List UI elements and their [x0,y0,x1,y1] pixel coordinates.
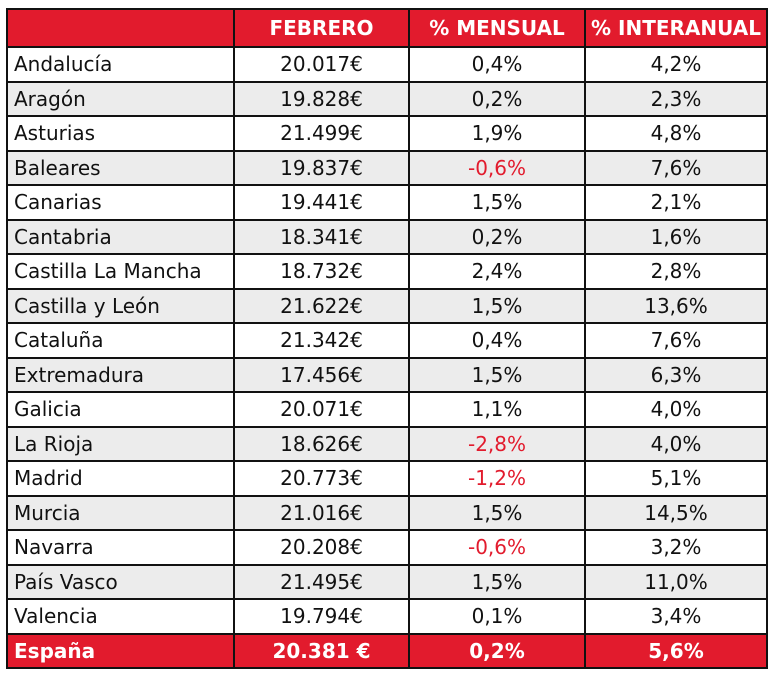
cell-mensual: 1,5% [408,184,586,221]
cell-interanual: 11,0% [584,563,768,600]
cell-interanual: 3,4% [584,598,768,635]
price-table-container: FEBRERO % MENSUAL % INTERANUAL Andalucía… [6,8,768,669]
cell-interanual: 4,0% [584,391,768,428]
cell-region: Extremadura [6,356,235,393]
cell-febrero: 19.794€ [233,598,410,635]
cell-mensual: 1,9% [408,115,586,152]
cell-interanual: 3,2% [584,529,768,566]
header-interanual: % INTERANUAL [584,8,768,48]
table-row: Castilla y León 21.622€ 1,5% 13,6% [6,287,768,324]
cell-mensual: -1,2% [408,460,586,497]
table-row: Baleares 19.837€ -0,6% 7,6% [6,149,768,186]
cell-interanual: 5,1% [584,460,768,497]
cell-interanual: 4,0% [584,425,768,462]
header-region [6,8,235,48]
table-header: FEBRERO % MENSUAL % INTERANUAL [6,8,768,48]
cell-mensual: 0,2% [408,218,586,255]
cell-mensual: 2,4% [408,253,586,290]
total-mensual: 0,2% [408,632,586,669]
cell-febrero: 18.732€ [233,253,410,290]
cell-interanual: 2,3% [584,80,768,117]
cell-febrero: 18.341€ [233,218,410,255]
table-row: Andalucía 20.017€ 0,4% 4,2% [6,46,768,83]
cell-interanual: 6,3% [584,356,768,393]
cell-region: Murcia [6,494,235,531]
cell-interanual: 1,6% [584,218,768,255]
cell-febrero: 21.499€ [233,115,410,152]
cell-mensual: 1,5% [408,563,586,600]
table-row: Murcia 21.016€ 1,5% 14,5% [6,494,768,531]
cell-febrero: 18.626€ [233,425,410,462]
table-body: Andalucía 20.017€ 0,4% 4,2% Aragón 19.828€ 0,2… [6,46,768,669]
cell-region: Aragón [6,80,235,117]
total-interanual: 5,6% [584,632,768,669]
cell-febrero: 21.342€ [233,322,410,359]
total-region: España [6,632,235,669]
cell-region: Valencia [6,598,235,635]
cell-region: Galicia [6,391,235,428]
table-row: Extremadura 17.456€ 1,5% 6,3% [6,356,768,393]
cell-mensual: 1,5% [408,356,586,393]
cell-mensual: 1,5% [408,287,586,324]
table-row: Galicia 20.071€ 1,1% 4,0% [6,391,768,428]
cell-febrero: 19.828€ [233,80,410,117]
table-row: Castilla La Mancha 18.732€ 2,4% 2,8% [6,253,768,290]
cell-interanual: 7,6% [584,149,768,186]
cell-region: Navarra [6,529,235,566]
cell-interanual: 2,8% [584,253,768,290]
header-row: FEBRERO % MENSUAL % INTERANUAL [6,8,768,48]
cell-region: La Rioja [6,425,235,462]
cell-mensual: 0,1% [408,598,586,635]
cell-febrero: 19.837€ [233,149,410,186]
cell-region: Cataluña [6,322,235,359]
cell-mensual: 0,4% [408,46,586,83]
cell-interanual: 14,5% [584,494,768,531]
cell-mensual: -2,8% [408,425,586,462]
cell-region: Baleares [6,149,235,186]
cell-region: País Vasco [6,563,235,600]
cell-febrero: 17.456€ [233,356,410,393]
cell-interanual: 4,8% [584,115,768,152]
table-row: Asturias 21.499€ 1,9% 4,8% [6,115,768,152]
table-row: Navarra 20.208€ -0,6% 3,2% [6,529,768,566]
cell-mensual: -0,6% [408,529,586,566]
cell-region: Madrid [6,460,235,497]
table-row: Cantabria 18.341€ 0,2% 1,6% [6,218,768,255]
price-table: FEBRERO % MENSUAL % INTERANUAL Andalucía… [6,8,768,669]
header-febrero: FEBRERO [233,8,410,48]
cell-mensual: 0,4% [408,322,586,359]
cell-mensual: -0,6% [408,149,586,186]
cell-region: Andalucía [6,46,235,83]
table-row: Madrid 20.773€ -1,2% 5,1% [6,460,768,497]
cell-febrero: 20.773€ [233,460,410,497]
table-row: Cataluña 21.342€ 0,4% 7,6% [6,322,768,359]
cell-febrero: 21.495€ [233,563,410,600]
total-febrero: 20.381 € [233,632,410,669]
cell-interanual: 7,6% [584,322,768,359]
table-row: La Rioja 18.626€ -2,8% 4,0% [6,425,768,462]
cell-febrero: 20.071€ [233,391,410,428]
cell-region: Cantabria [6,218,235,255]
cell-mensual: 1,5% [408,494,586,531]
cell-mensual: 0,2% [408,80,586,117]
cell-interanual: 4,2% [584,46,768,83]
cell-mensual: 1,1% [408,391,586,428]
cell-febrero: 20.017€ [233,46,410,83]
table-row: Canarias 19.441€ 1,5% 2,1% [6,184,768,221]
cell-region: Castilla La Mancha [6,253,235,290]
cell-febrero: 19.441€ [233,184,410,221]
cell-region: Castilla y León [6,287,235,324]
cell-febrero: 21.622€ [233,287,410,324]
table-row: Aragón 19.828€ 0,2% 2,3% [6,80,768,117]
cell-region: Canarias [6,184,235,221]
cell-febrero: 21.016€ [233,494,410,531]
table-row: Valencia 19.794€ 0,1% 3,4% [6,598,768,635]
cell-interanual: 2,1% [584,184,768,221]
cell-febrero: 20.208€ [233,529,410,566]
cell-region: Asturias [6,115,235,152]
table-row: País Vasco 21.495€ 1,5% 11,0% [6,563,768,600]
cell-interanual: 13,6% [584,287,768,324]
total-row: España 20.381 €0,2% 5,6% [6,632,768,669]
header-mensual: % MENSUAL [408,8,586,48]
